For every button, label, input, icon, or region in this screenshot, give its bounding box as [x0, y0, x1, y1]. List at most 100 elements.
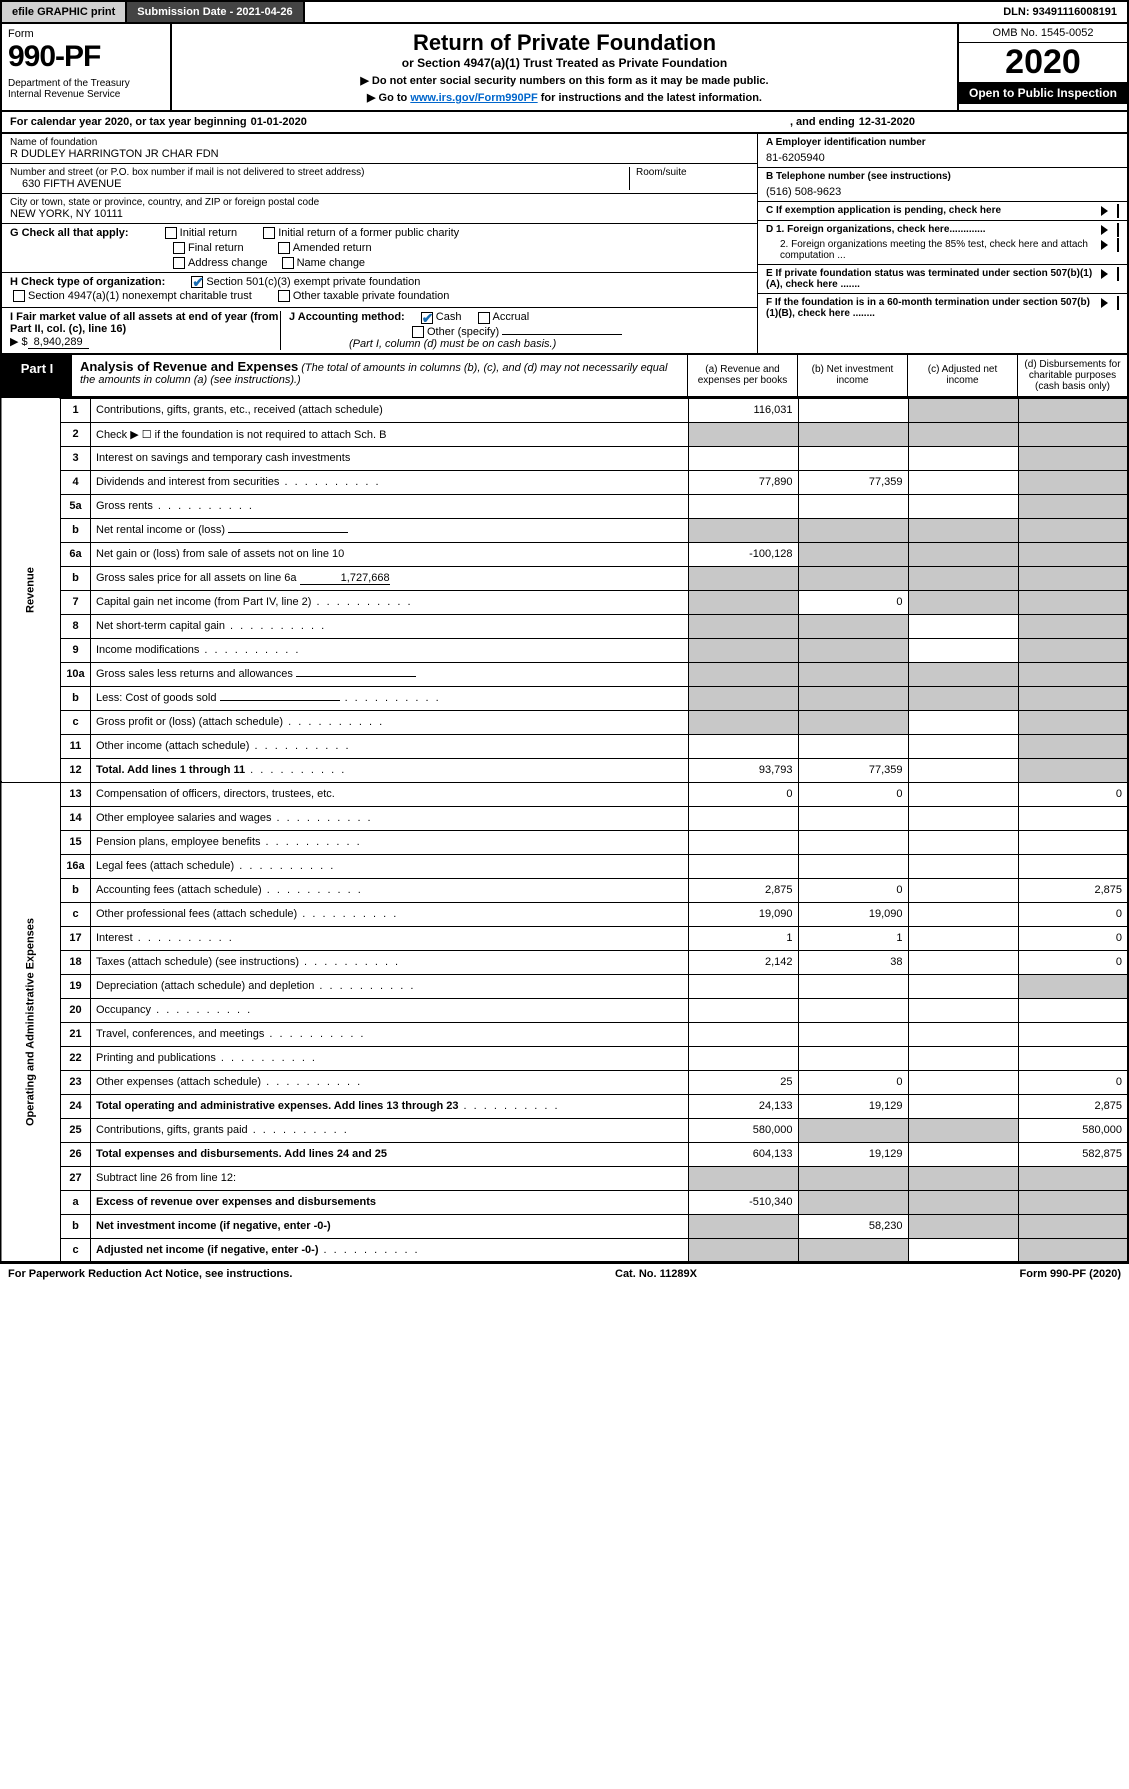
- amount-cell-b: [798, 1046, 908, 1070]
- line-description: Gross sales price for all assets on line…: [91, 566, 689, 590]
- amount-cell-c: [908, 902, 1018, 926]
- amount-cell-a: [688, 1022, 798, 1046]
- table-row: cGross profit or (loss) (attach schedule…: [1, 710, 1128, 734]
- address-change-checkbox[interactable]: [173, 257, 185, 269]
- part1-title: Analysis of Revenue and Expenses: [80, 359, 298, 374]
- f-checkbox[interactable]: [1117, 296, 1119, 310]
- name-label: Name of foundation: [10, 137, 749, 148]
- line-description: Gross profit or (loss) (attach schedule): [91, 710, 689, 734]
- d2-checkbox[interactable]: [1117, 238, 1119, 252]
- line-description: Total expenses and disbursements. Add li…: [91, 1142, 689, 1166]
- accrual-checkbox[interactable]: [478, 312, 490, 324]
- amount-cell-a: 604,133: [688, 1142, 798, 1166]
- table-row: 26Total expenses and disbursements. Add …: [1, 1142, 1128, 1166]
- amount-cell-a: [688, 566, 798, 590]
- calyear-begin: 01-01-2020: [251, 116, 307, 128]
- amended-return-checkbox[interactable]: [278, 242, 290, 254]
- line-number: c: [61, 710, 91, 734]
- irs-link[interactable]: www.irs.gov/Form990PF: [410, 92, 537, 104]
- amount-cell-b: [798, 1190, 908, 1214]
- line-description: Occupancy: [91, 998, 689, 1022]
- amount-cell-c: [908, 1094, 1018, 1118]
- table-row: cOther professional fees (attach schedul…: [1, 902, 1128, 926]
- paperwork-notice: For Paperwork Reduction Act Notice, see …: [8, 1268, 292, 1280]
- amount-cell-d: [1018, 518, 1128, 542]
- amount-cell-a: [688, 638, 798, 662]
- part1-tab: Part I: [2, 355, 72, 396]
- form-number: 990-PF: [8, 40, 164, 74]
- amount-cell-a: 1: [688, 926, 798, 950]
- d1-checkbox[interactable]: [1117, 223, 1119, 237]
- amount-cell-c: [908, 758, 1018, 782]
- opt-cash: Cash: [436, 311, 462, 323]
- amount-cell-c: [908, 398, 1018, 422]
- amount-cell-b: [798, 734, 908, 758]
- table-row: 4Dividends and interest from securities7…: [1, 470, 1128, 494]
- line-number: 21: [61, 1022, 91, 1046]
- amount-cell-c: [908, 542, 1018, 566]
- amount-cell-b: [798, 1166, 908, 1190]
- street-address: 630 FIFTH AVENUE: [10, 178, 629, 190]
- 501c3-checkbox[interactable]: [191, 276, 203, 288]
- amount-cell-b: [798, 662, 908, 686]
- table-row: 2Check ▶ ☐ if the foundation is not requ…: [1, 422, 1128, 446]
- line-number: 2: [61, 422, 91, 446]
- e-checkbox[interactable]: [1117, 267, 1119, 281]
- table-row: bNet rental income or (loss): [1, 518, 1128, 542]
- amount-cell-a: [688, 662, 798, 686]
- line-number: 4: [61, 470, 91, 494]
- amount-cell-b: [798, 686, 908, 710]
- department-label: Department of the Treasury Internal Reve…: [8, 78, 164, 100]
- amount-cell-d: [1018, 1046, 1128, 1070]
- amount-cell-d: 0: [1018, 782, 1128, 806]
- amount-cell-d: [1018, 566, 1128, 590]
- amount-cell-a: [688, 734, 798, 758]
- amount-cell-a: 25: [688, 1070, 798, 1094]
- amount-cell-a: [688, 1166, 798, 1190]
- calyear-end: 12-31-2020: [859, 116, 915, 128]
- final-return-checkbox[interactable]: [173, 242, 185, 254]
- amount-cell-b: 19,129: [798, 1142, 908, 1166]
- line-description: Other expenses (attach schedule): [91, 1070, 689, 1094]
- amount-cell-d: 582,875: [1018, 1142, 1128, 1166]
- amount-cell-d: [1018, 638, 1128, 662]
- amount-cell-c: [908, 1166, 1018, 1190]
- initial-former-checkbox[interactable]: [263, 227, 275, 239]
- efile-print-button[interactable]: efile GRAPHIC print: [2, 2, 127, 22]
- part1-table: Revenue1Contributions, gifts, grants, et…: [0, 398, 1129, 1264]
- amount-cell-a: [688, 998, 798, 1022]
- line-number: 10a: [61, 662, 91, 686]
- line-number: 9: [61, 638, 91, 662]
- line-number: 27: [61, 1166, 91, 1190]
- submission-date-button[interactable]: Submission Date - 2021-04-26: [127, 2, 304, 22]
- col-b-header: (b) Net investment income: [797, 355, 907, 396]
- other-method-checkbox[interactable]: [412, 326, 424, 338]
- line-description: Other professional fees (attach schedule…: [91, 902, 689, 926]
- table-row: 18Taxes (attach schedule) (see instructi…: [1, 950, 1128, 974]
- name-change-checkbox[interactable]: [282, 257, 294, 269]
- table-row: Operating and Administrative Expenses13C…: [1, 782, 1128, 806]
- h-label: H Check type of organization:: [10, 276, 165, 288]
- line-number: 13: [61, 782, 91, 806]
- amount-cell-a: 116,031: [688, 398, 798, 422]
- amount-cell-d: [1018, 1238, 1128, 1262]
- c-checkbox[interactable]: [1117, 204, 1119, 218]
- amount-cell-a: [688, 494, 798, 518]
- table-row: 25Contributions, gifts, grants paid580,0…: [1, 1118, 1128, 1142]
- part1-header: Part I Analysis of Revenue and Expenses …: [0, 355, 1129, 398]
- cash-checkbox[interactable]: [421, 312, 433, 324]
- amount-cell-a: [688, 1046, 798, 1070]
- line-number: c: [61, 902, 91, 926]
- form-subtitle: or Section 4947(a)(1) Trust Treated as P…: [178, 56, 951, 70]
- other-taxable-checkbox[interactable]: [278, 290, 290, 302]
- amount-cell-c: [908, 878, 1018, 902]
- goto-note: ▶ Go to www.irs.gov/Form990PF for instru…: [178, 91, 951, 104]
- amount-cell-d: 0: [1018, 926, 1128, 950]
- amount-cell-d: [1018, 662, 1128, 686]
- amount-cell-b: 1: [798, 926, 908, 950]
- amount-cell-c: [908, 974, 1018, 998]
- city-state-zip: NEW YORK, NY 10111: [10, 208, 749, 220]
- initial-return-checkbox[interactable]: [165, 227, 177, 239]
- table-row: bLess: Cost of goods sold: [1, 686, 1128, 710]
- 4947-checkbox[interactable]: [13, 290, 25, 302]
